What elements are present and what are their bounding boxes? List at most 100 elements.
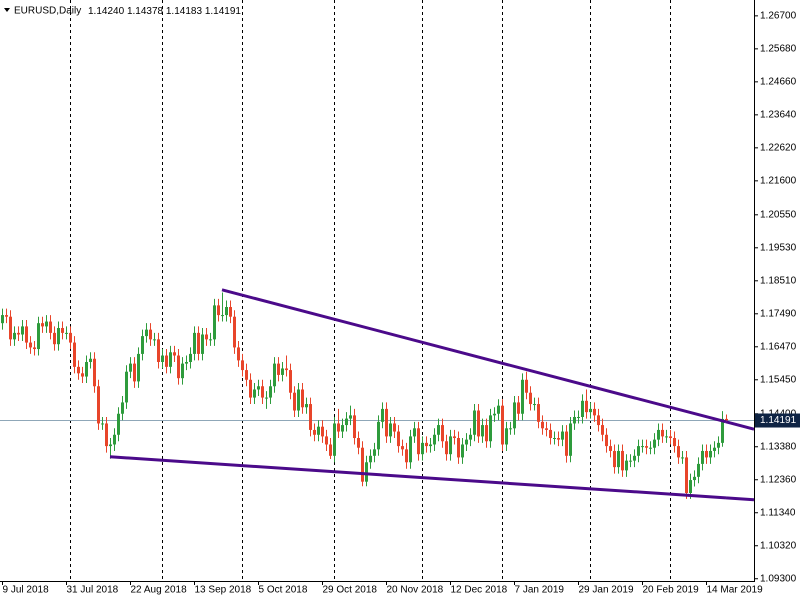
y-tick-label: 1.11340 (760, 507, 796, 518)
candle-body (457, 438, 460, 458)
candle-body (69, 332, 72, 343)
y-tick-label: 1.25680 (760, 43, 797, 54)
candle-body (353, 415, 356, 439)
candle-body (173, 352, 176, 356)
quote-open: 1.14240 (88, 6, 125, 17)
candle-body (617, 450, 620, 468)
candle-body (485, 425, 488, 442)
y-tick-label: 1.24660 (760, 76, 797, 87)
y-tick-label: 1.20550 (760, 209, 797, 220)
candle-body (21, 326, 24, 335)
candle-body (205, 334, 208, 340)
candle-body (297, 389, 300, 411)
candle-body (317, 426, 320, 435)
candle-body (185, 361, 188, 364)
candle-body (521, 379, 524, 414)
last-price-box (755, 413, 800, 428)
x-tick-label: 20 Nov 2018 (387, 585, 444, 596)
candle-body (589, 408, 592, 413)
candle-body (361, 447, 364, 482)
candle-body (413, 428, 416, 437)
candle-body (689, 480, 692, 494)
candle-body (265, 397, 268, 399)
y-tick-label: 1.16470 (760, 341, 797, 352)
y-tick-label: 1.15450 (760, 374, 797, 385)
candle-body (221, 315, 224, 317)
candle-body (501, 405, 504, 445)
candle-body (333, 423, 336, 456)
candle-body (365, 462, 368, 482)
candle-body (65, 332, 68, 334)
candle-body (421, 442, 424, 455)
candle-body (113, 434, 116, 445)
candle-body (189, 353, 192, 362)
candle-body (369, 455, 372, 463)
candle-body (417, 428, 420, 455)
candle-body (657, 429, 660, 440)
candle-body (625, 460, 628, 471)
candle-body (261, 386, 264, 398)
candle-body (705, 450, 708, 458)
candle-body (37, 323, 40, 350)
candle-body (93, 358, 96, 387)
candle-body (13, 332, 16, 340)
candle-body (61, 328, 64, 333)
candle-body (405, 449, 408, 463)
candle-body (125, 371, 128, 403)
candle-body (357, 438, 360, 448)
x-tick-label: 7 Jan 2019 (515, 585, 565, 596)
candle-body (293, 392, 296, 411)
candle-body (53, 332, 56, 345)
candle-body (553, 438, 556, 440)
candle-body (489, 415, 492, 442)
candle-body (477, 410, 480, 437)
candle-body (325, 436, 328, 445)
candle-body (329, 444, 332, 456)
candle-body (141, 336, 144, 354)
candle-body (713, 447, 716, 451)
candle-body (449, 436, 452, 455)
candle-body (49, 321, 52, 333)
candle-body (541, 421, 544, 429)
candle-body (197, 332, 200, 354)
candle-body (453, 436, 456, 439)
trendline-ray (725, 420, 755, 431)
candle-body (393, 423, 396, 432)
candle-body (133, 363, 136, 382)
candle-body (581, 400, 584, 417)
candle-body (633, 455, 636, 461)
candle-body (153, 339, 156, 341)
candle-body (697, 463, 700, 477)
candle-body (685, 457, 688, 494)
candle-body (497, 405, 500, 414)
candle-body (565, 431, 568, 456)
candle-body (397, 431, 400, 447)
candle-body (169, 352, 172, 367)
candle-body (209, 339, 212, 341)
candle-body (645, 446, 648, 448)
y-tick-label: 1.12360 (760, 474, 797, 485)
x-tick-label: 31 Jul 2018 (67, 585, 119, 596)
candle-body (1, 315, 4, 324)
candle-body (677, 446, 680, 458)
candle-body (609, 446, 612, 451)
candle-body (585, 400, 588, 413)
candle-body (165, 355, 168, 367)
candle-body (301, 389, 304, 408)
candle-body (461, 444, 464, 458)
x-tick-label: 20 Feb 2019 (643, 585, 700, 596)
candle-body (613, 450, 616, 468)
candle-body (409, 436, 412, 463)
header-quote: 1.14240 1.14378 1.14183 1.14191 (88, 6, 241, 17)
candle-body (661, 429, 664, 437)
candle-body (181, 363, 184, 379)
candle-body (649, 447, 652, 449)
candle-body (89, 358, 92, 362)
quote-high: 1.14378 (127, 6, 164, 17)
candle-body (229, 306, 232, 317)
header-arrow (4, 8, 10, 12)
candle-body (725, 418, 728, 421)
marks-layer (1, 288, 755, 502)
candle-body (25, 326, 28, 343)
candle-body (237, 347, 240, 361)
